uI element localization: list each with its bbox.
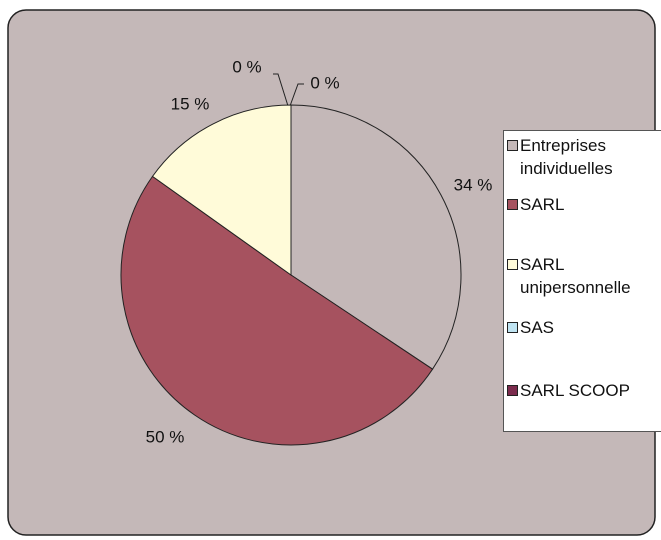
legend-label: SARL SCOOP bbox=[520, 381, 630, 400]
legend-swatch bbox=[507, 199, 518, 210]
legend-label: SARL unipersonnelle bbox=[520, 255, 631, 297]
legend-swatch bbox=[507, 385, 518, 396]
data-label: 0 % bbox=[232, 57, 261, 76]
data-label: 0 % bbox=[310, 73, 339, 92]
pie-slice bbox=[151, 104, 292, 276]
leader-line bbox=[289, 83, 304, 107]
leader-line bbox=[273, 73, 289, 107]
legend-swatch bbox=[507, 140, 518, 151]
legend-label: SARL bbox=[520, 195, 565, 214]
data-label: 15 % bbox=[171, 94, 210, 113]
legend-label: SAS bbox=[520, 318, 555, 337]
data-label: 50 % bbox=[146, 427, 185, 446]
legend-swatch bbox=[507, 259, 518, 270]
legend: Entreprises individuelles SARL SARL uniper… bbox=[503, 130, 661, 432]
pie-slice bbox=[120, 175, 434, 446]
data-label: 34 % bbox=[454, 175, 493, 194]
legend-label: Entreprises individuelles bbox=[520, 136, 613, 178]
legend-swatch bbox=[507, 322, 518, 333]
